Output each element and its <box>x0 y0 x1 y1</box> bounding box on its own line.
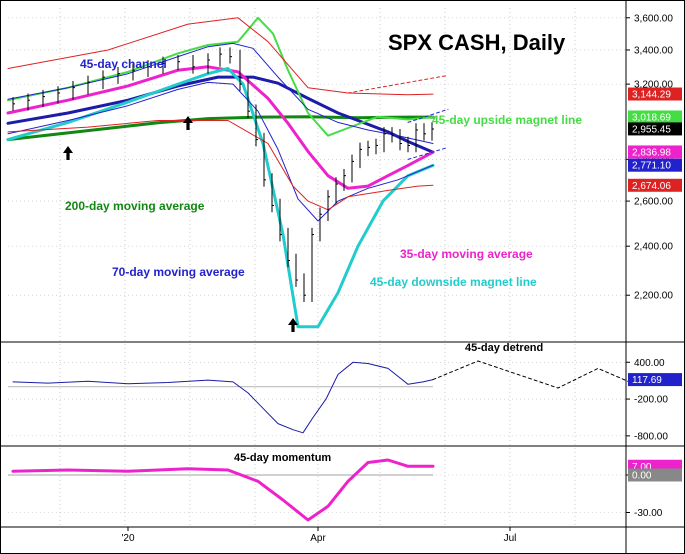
price-y-tick-label: 2,200.00 <box>634 291 673 302</box>
momentum-line <box>11 458 435 522</box>
price-y-tick-label: 3,400.00 <box>634 45 673 56</box>
price-value-badge-bg <box>628 178 682 192</box>
detrend-value-badge: 117.69 <box>628 373 682 387</box>
price-value-badge: 2,836.98 <box>628 145 682 159</box>
upside-magnet-projection-line <box>347 74 449 94</box>
annotation-45-day-downside-magnet-line: 45-day downside magnet line <box>370 275 537 289</box>
annotation-45-day-channel: 45-day channel <box>80 57 167 71</box>
price-value-badge: 3,018.69 <box>628 110 682 124</box>
red-envelope-lower-line <box>7 120 434 211</box>
70-day-moving-average-line <box>6 75 435 154</box>
up-arrow-icon <box>63 146 73 160</box>
annotation-200-day-moving-average: 200-day moving average <box>65 199 205 213</box>
detrend-title: 45-day detrend <box>465 342 543 354</box>
detrend-line <box>12 361 434 434</box>
price-y-tick-label: 2,400.00 <box>634 242 673 253</box>
45-day-channel-lower-line <box>7 81 434 222</box>
up-arrow-shape <box>63 146 73 160</box>
detrend-value-badge-text: 117.69 <box>632 375 662 386</box>
momentum-value-badge-text: 7.00 <box>632 462 652 473</box>
momentum-y-tick-label: -30.00 <box>634 508 663 519</box>
45-day-upside-magnet-line-line <box>7 16 434 137</box>
price-value-badge-bg <box>628 145 682 159</box>
detrend-y-tick-label: -800.00 <box>634 431 668 442</box>
price-value-badge: 3,144.29 <box>628 87 682 101</box>
momentum-title: 45-day momentum <box>234 452 331 464</box>
price-y-tick-label: 2,600.00 <box>634 197 673 208</box>
up-arrow-icon <box>288 318 298 332</box>
x-tick-label: '20 <box>121 533 134 544</box>
45-day-downside-magnet-line-line <box>6 67 435 329</box>
annotation-35-day-moving-average: 35-day moving average <box>400 247 533 261</box>
price-y-tick-label: 3,600.00 <box>634 13 673 24</box>
detrend-value-badge-bg <box>628 373 682 387</box>
price-value-badge-bg <box>628 122 682 136</box>
price-value-badge-text: 2,836.98 <box>632 147 671 158</box>
price-value-badge-bg <box>628 87 682 101</box>
price-value-badge-text: 2,771.10 <box>632 161 671 172</box>
red-envelope-upper-line <box>7 17 434 96</box>
channel-projection-lower-line <box>407 146 449 160</box>
up-arrow-shape <box>183 116 193 130</box>
detrend-projection-line <box>432 360 629 389</box>
up-arrow-icon <box>183 116 193 130</box>
x-tick-label: Apr <box>310 533 326 544</box>
35-day-moving-average-line <box>6 65 435 190</box>
momentum-value-badge-bg <box>628 468 682 482</box>
momentum-value-badge: 0.00 <box>628 468 682 482</box>
detrend-y-tick-label: 400.00 <box>634 358 665 369</box>
price-y-tick-label: 3,200.00 <box>634 80 673 91</box>
detrend-y-tick-label: -200.00 <box>634 395 668 406</box>
price-value-badge-text: 3,144.29 <box>632 90 671 101</box>
price-value-badge-bg <box>628 110 682 124</box>
series-layer <box>6 16 629 522</box>
chart-title: SPX CASH, Daily <box>388 30 566 55</box>
annotation-70-day-moving-average: 70-day moving average <box>112 265 245 279</box>
price-value-badge: 2,955.45 <box>628 122 682 135</box>
annotation-45-day-upside-magnet-line: 45-day upside magnet line <box>432 113 582 127</box>
price-value-badge: 2,771.10 <box>628 158 682 172</box>
momentum-value-badge-text: 0.00 <box>632 471 652 482</box>
price-value-badge: 2,674.06 <box>628 178 682 192</box>
price-value-badge-text: 2,955.45 <box>632 124 671 135</box>
45-day-channel-upper-line <box>7 42 434 144</box>
price-value-badge-bg <box>628 158 682 172</box>
price-value-badge-text: 2,674.06 <box>632 181 671 192</box>
price-value-badge-text: 3,018.69 <box>632 112 671 123</box>
text-layer: 3,600.003,400.003,200.002,800.002,600.00… <box>63 13 682 544</box>
channel-projection-upper-line <box>407 108 449 123</box>
up-arrow-shape <box>288 318 298 332</box>
x-tick-label: Jul <box>504 533 517 544</box>
